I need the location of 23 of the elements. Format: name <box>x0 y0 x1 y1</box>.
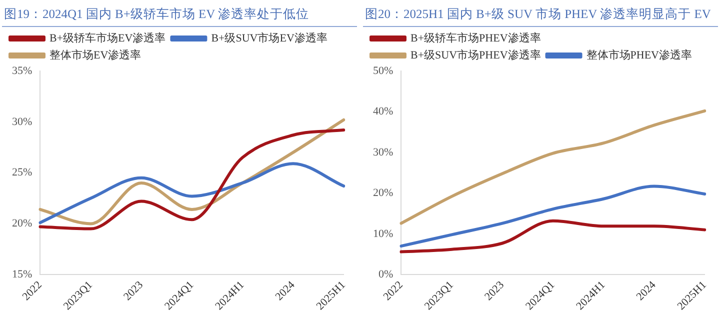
y-tick-label: 0% <box>378 268 394 280</box>
y-tick-label: 20% <box>12 218 32 230</box>
y-tick-label: 35% <box>12 64 32 77</box>
y-tick-label: 50% <box>372 64 394 77</box>
y-tick-label: 15% <box>12 268 32 280</box>
legend-label: B+级轿车市场EV渗透率 <box>50 31 166 44</box>
y-tick-label: 25% <box>12 166 32 179</box>
line-series <box>38 162 346 224</box>
line-series <box>400 184 706 248</box>
legend-label: B+级SUV市场EV渗透率 <box>211 31 328 44</box>
legend-label: 整体市场EV渗透率 <box>50 48 142 62</box>
legend-label: 整体市场PHEV渗透率 <box>586 48 692 62</box>
line-series <box>400 219 706 254</box>
legend-label: B+级轿车市场PHEV渗透率 <box>410 31 541 44</box>
chart-title: 图20：2025H1 国内 B+级 SUV 市场 PHEV 渗透率明显高于 EV <box>363 2 718 27</box>
y-tick-label: 40% <box>372 106 394 118</box>
y-tick-label: 10% <box>372 228 394 240</box>
y-tick-label: 30% <box>372 146 394 158</box>
line-series <box>400 109 706 225</box>
y-tick-label: 30% <box>12 116 32 128</box>
chart-title: 图19：2024Q1 国内 B+级轿车市场 EV 渗透率处于低位 <box>2 2 357 27</box>
legend-label: B+级SUV市场PHEV渗透率 <box>410 48 541 62</box>
y-tick-label: 20% <box>372 187 394 200</box>
